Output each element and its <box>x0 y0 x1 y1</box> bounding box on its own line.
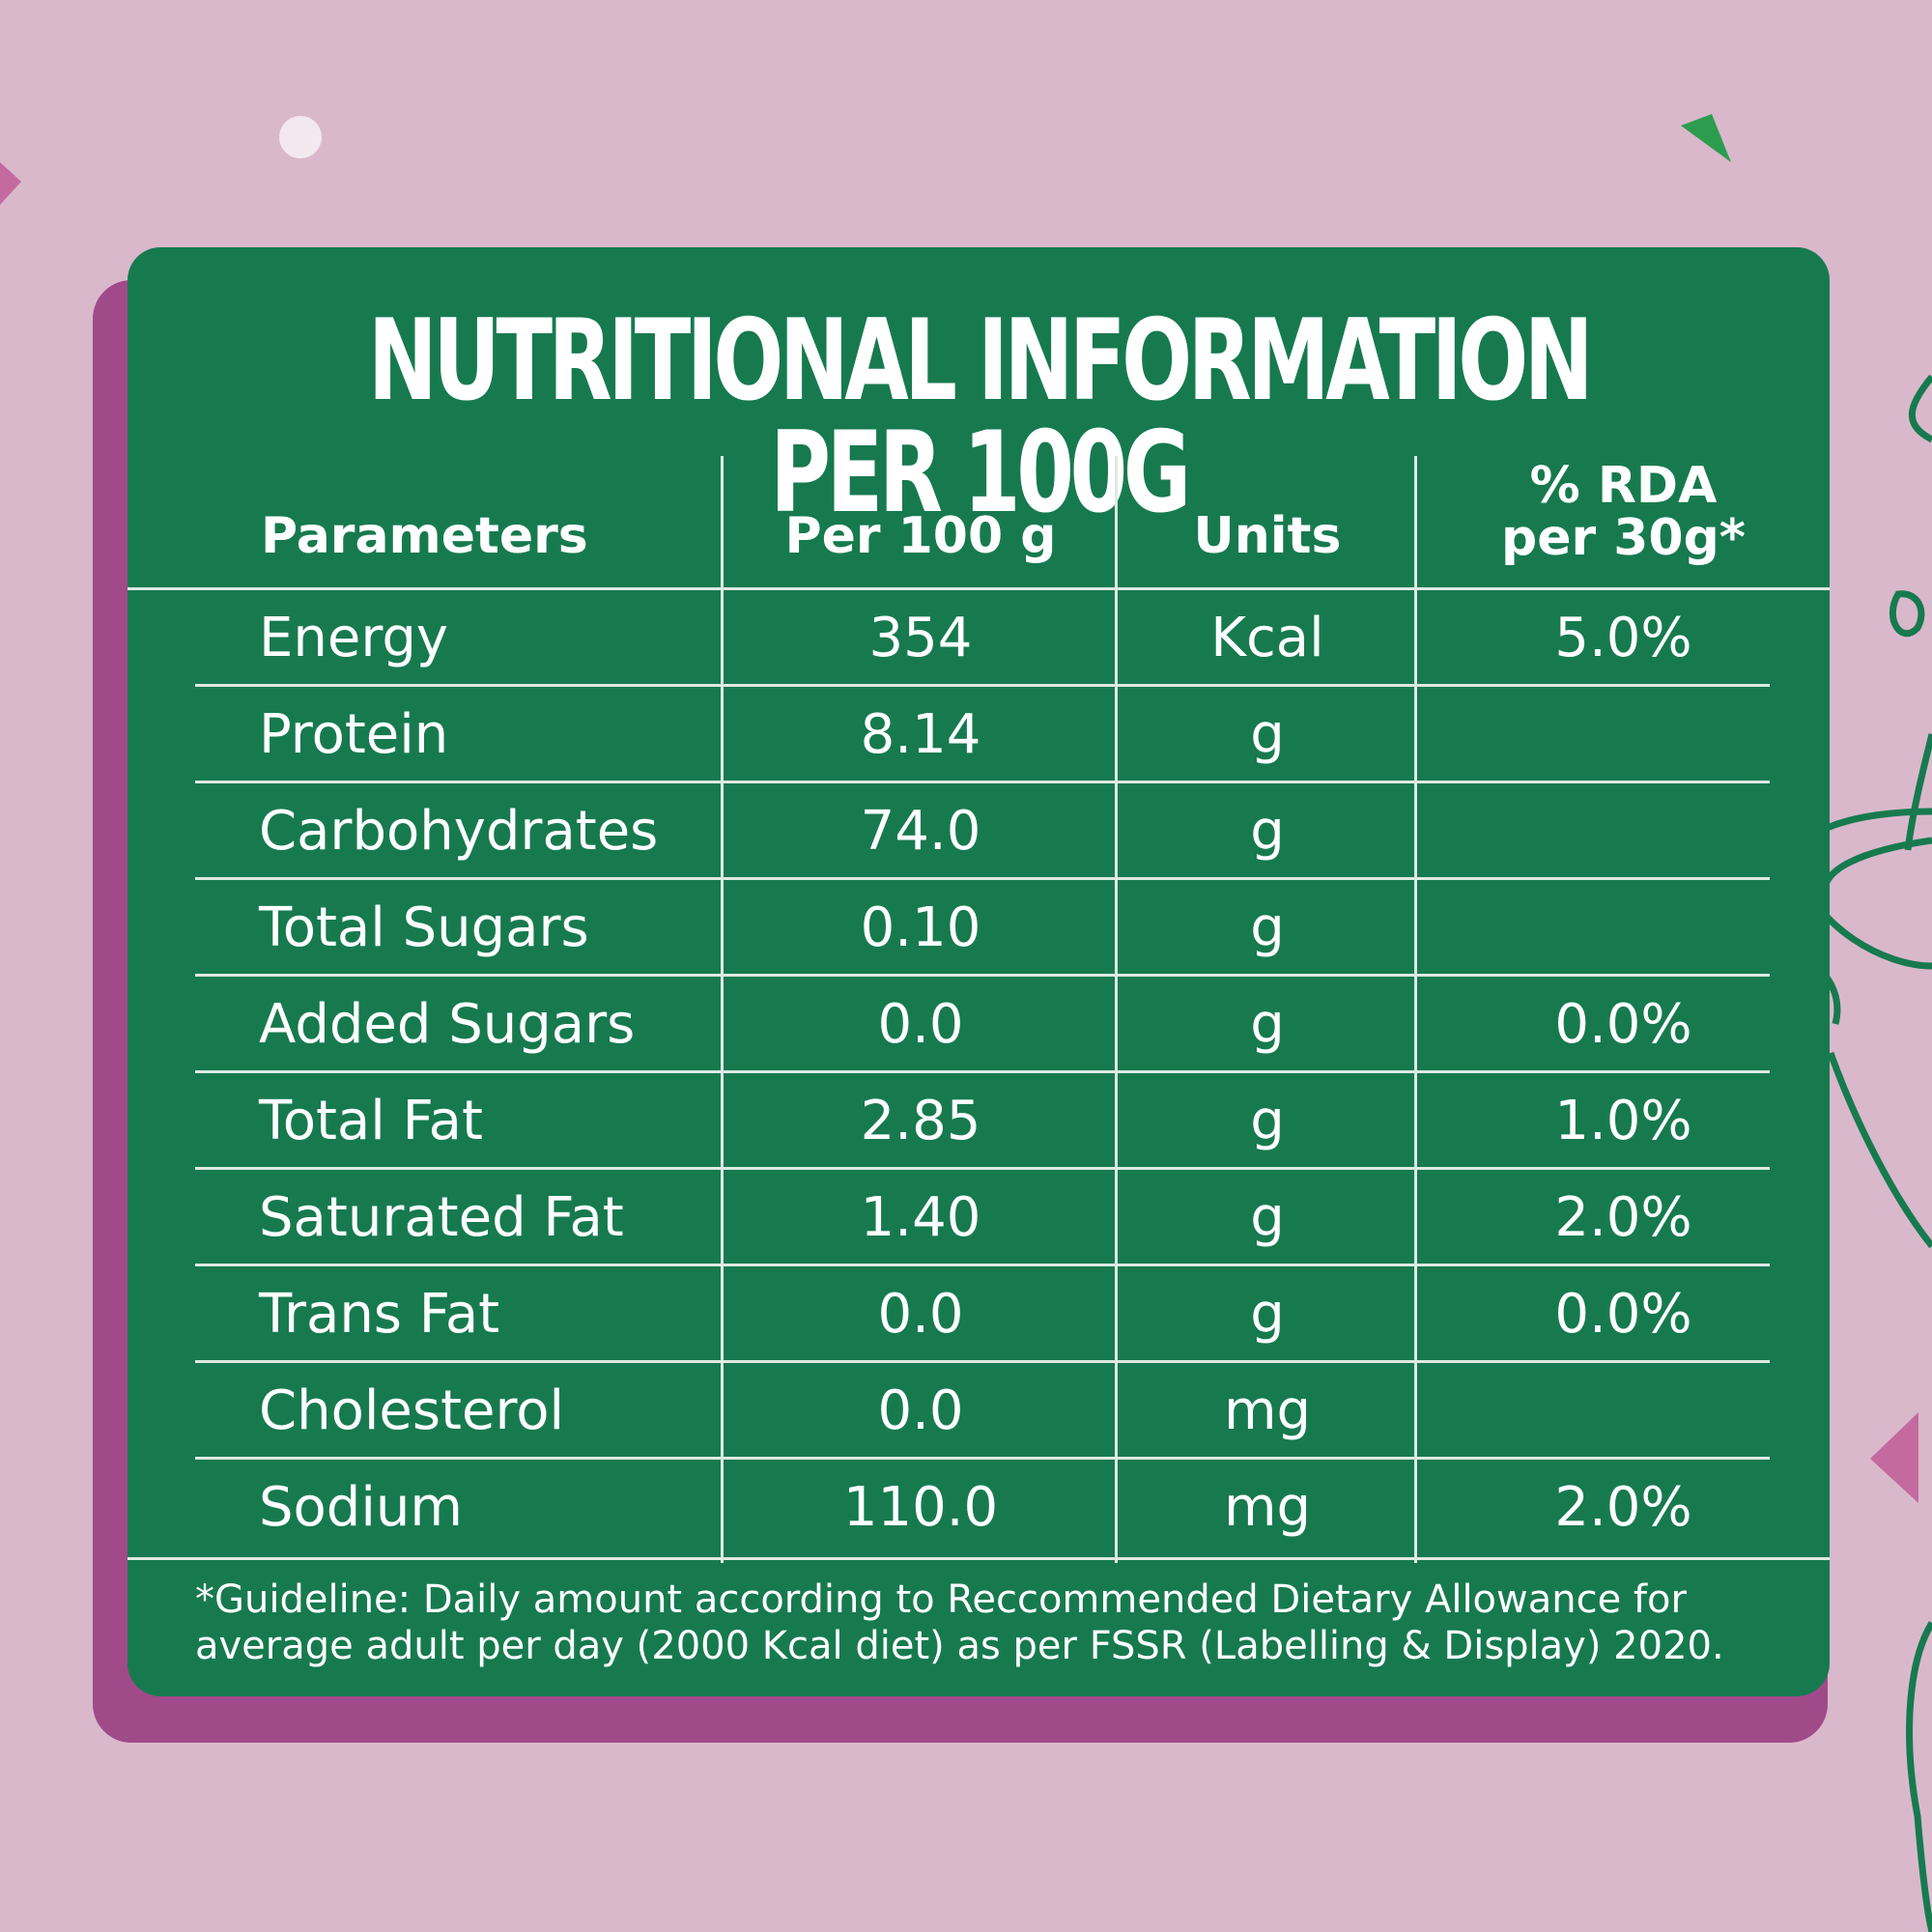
footnote: *Guideline: Daily amount according to Re… <box>195 1577 1818 1669</box>
footer-divider <box>128 1557 1830 1560</box>
unit-cell: mg <box>1223 1379 1312 1442</box>
table-row: Added Sugars 0.0 g 0.0% <box>128 977 1830 1073</box>
rda-cell <box>1417 687 1830 783</box>
value-cell: 1.40 <box>860 1186 981 1249</box>
unit-cell: Kcal <box>1210 607 1324 669</box>
header-divider <box>128 587 1830 590</box>
header-parameters: Parameters <box>261 507 588 565</box>
parameter-cell: Saturated Fat <box>259 1186 624 1249</box>
parameter-cell: Protein <box>259 703 449 766</box>
header-per-100g: Per 100 g <box>784 507 1057 565</box>
green-triangle-icon <box>1681 114 1731 162</box>
table-row: Total Sugars 0.10 g <box>128 880 1830 977</box>
value-cell: 0.0 <box>877 993 964 1056</box>
column-divider <box>721 456 724 1563</box>
header-units: Units <box>1193 507 1342 565</box>
row-divider <box>195 1457 1770 1460</box>
unit-cell: g <box>1250 1283 1285 1346</box>
page-title: NUTRITIONAL INFORMATION PER 100G <box>367 296 1594 538</box>
parameter-cell: Total Fat <box>259 1090 483 1152</box>
parameter-cell: Carbohydrates <box>259 800 659 863</box>
table-row: Protein 8.14 g <box>128 687 1830 783</box>
header-rda-line1: % RDA <box>1529 457 1718 515</box>
table-row: Saturated Fat 1.40 g 2.0% <box>128 1170 1830 1266</box>
rda-cell: 1.0% <box>1554 1090 1692 1152</box>
parameter-cell: Cholesterol <box>259 1379 565 1442</box>
parameter-cell: Sodium <box>259 1476 463 1539</box>
table-row: Trans Fat 0.0 g 0.0% <box>128 1266 1830 1363</box>
white-dot-icon <box>279 116 322 158</box>
nutrition-card: NUTRITIONAL INFORMATION PER 100G Paramet… <box>128 247 1830 1696</box>
value-cell: 0.0 <box>877 1283 964 1346</box>
parameter-cell: Total Sugars <box>259 896 589 959</box>
row-divider <box>195 1264 1770 1266</box>
column-divider <box>1414 456 1417 1563</box>
footnote-line2: average adult per day (2000 Kcal diet) a… <box>195 1624 1724 1668</box>
nutrition-table-body: Energy 354 Kcal 5.0% Protein 8.14 g Carb… <box>128 590 1830 1556</box>
footnote-line1: *Guideline: Daily amount according to Re… <box>195 1577 1687 1622</box>
table-row: Sodium 110.0 mg 2.0% <box>128 1460 1830 1556</box>
row-divider <box>195 1070 1770 1073</box>
table-row: Total Fat 2.85 g 1.0% <box>128 1073 1830 1170</box>
parameter-cell: Added Sugars <box>259 993 636 1056</box>
value-cell: 0.0 <box>877 1379 964 1442</box>
header-rda: % RDA per 30g* <box>1417 460 1830 564</box>
unit-cell: mg <box>1223 1476 1312 1539</box>
pink-triangle-left-icon <box>0 162 21 205</box>
rda-cell <box>1417 1363 1830 1460</box>
row-divider <box>195 1167 1770 1170</box>
header-rda-line2: per 30g* <box>1500 509 1747 567</box>
parameter-cell: Trans Fat <box>259 1283 500 1346</box>
pink-triangle-right-icon <box>1870 1412 1918 1503</box>
row-divider <box>195 974 1770 977</box>
row-divider <box>195 1360 1770 1363</box>
row-divider <box>195 781 1770 783</box>
value-cell: 74.0 <box>860 800 981 863</box>
unit-cell: g <box>1250 993 1285 1056</box>
unit-cell: g <box>1250 1186 1285 1249</box>
table-row: Energy 354 Kcal 5.0% <box>128 590 1830 687</box>
value-cell: 2.85 <box>860 1090 981 1152</box>
column-divider <box>1115 456 1118 1563</box>
rda-cell: 0.0% <box>1554 993 1692 1056</box>
unit-cell: g <box>1250 703 1285 766</box>
value-cell: 0.10 <box>860 896 981 959</box>
rda-cell: 2.0% <box>1554 1186 1692 1249</box>
table-row: Carbohydrates 74.0 g <box>128 783 1830 880</box>
value-cell: 110.0 <box>842 1476 999 1539</box>
value-cell: 8.14 <box>860 703 981 766</box>
table-row: Cholesterol 0.0 mg <box>128 1363 1830 1460</box>
unit-cell: g <box>1250 1090 1285 1152</box>
row-divider <box>195 684 1770 687</box>
rda-cell: 2.0% <box>1554 1476 1692 1539</box>
unit-cell: g <box>1250 896 1285 959</box>
rda-cell: 0.0% <box>1554 1283 1692 1346</box>
value-cell: 354 <box>868 607 973 669</box>
rda-cell <box>1417 880 1830 977</box>
rda-cell: 5.0% <box>1554 607 1692 669</box>
rda-cell <box>1417 783 1830 880</box>
parameter-cell: Energy <box>259 607 449 669</box>
unit-cell: g <box>1250 800 1285 863</box>
row-divider <box>195 877 1770 880</box>
